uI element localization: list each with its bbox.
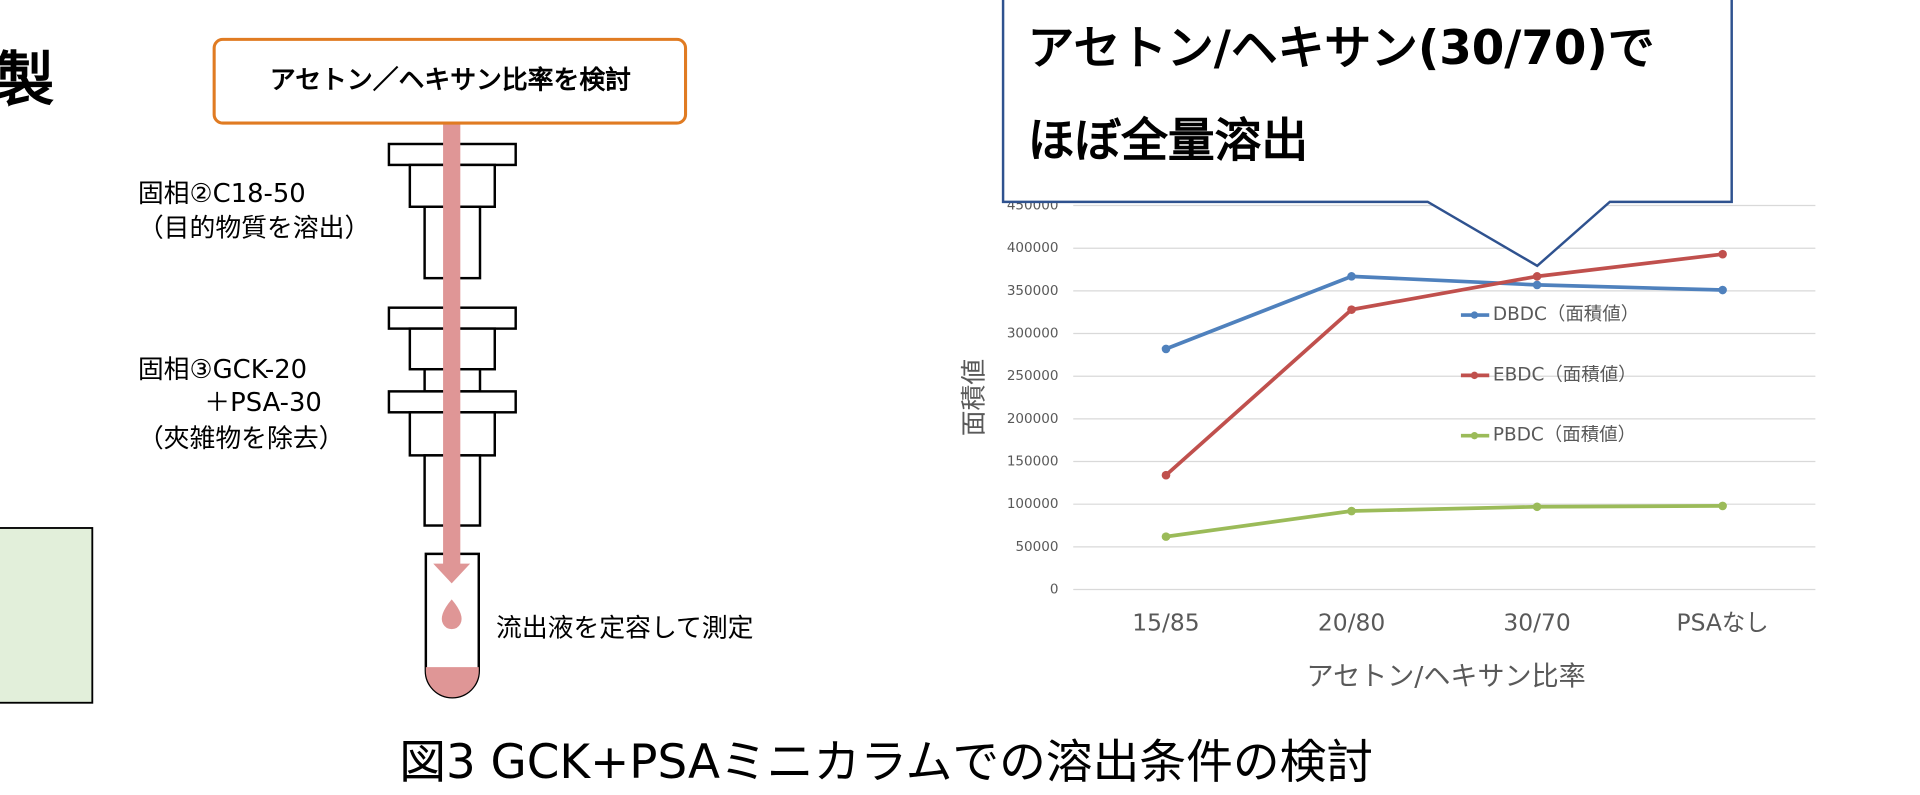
column-label: ＋PSA-30 [204,388,322,418]
green-box [0,527,94,704]
data-point [1347,506,1356,516]
y-tick-label: 300000 [1007,326,1059,342]
data-point [1161,532,1171,541]
x-tick-label: 20/80 [1318,608,1385,636]
flow-arrow [433,123,471,584]
y-tick-label: 150000 [1007,454,1059,470]
series-line [1164,252,1723,477]
y-tick-label: 350000 [1007,283,1059,299]
data-point [1718,249,1727,259]
data-point [1161,470,1171,480]
data-point [1532,502,1542,512]
caption: 図3 GCK+PSAミニカラムでの溶出条件の検討 [399,736,1373,790]
column-note: （夾雑物を除去） [138,424,345,454]
legend-label: DBDC（面積値） [1493,304,1639,325]
column-label: 固相③GCK-20 [138,355,307,385]
step-box [212,37,688,125]
step-box-label: アセトン／ヘキサン比率を検討 [270,65,631,96]
x-tick-label: PSAなし [1677,608,1769,636]
legend-swatch [1470,431,1479,440]
y-tick-label: 400000 [1007,240,1059,256]
y-tick-label: 250000 [1007,368,1059,384]
callout-text: アセトン/ヘキサン(30/70)で [1028,22,1655,76]
x-tick-label: 30/70 [1503,608,1570,636]
x-axis-label: アセトン/ヘキサン比率 [1307,662,1586,693]
legend-label: PBDC（面積値） [1493,425,1636,446]
data-point [1532,272,1542,281]
eluate [425,667,479,698]
legend-label: EBDC（面積値） [1493,364,1637,385]
y-tick-label: 50000 [1015,539,1058,555]
y-axis-label: 面積値 [959,359,989,436]
legend-swatch [1470,371,1479,380]
callout-text: ほぼ全量溶出 [1028,114,1309,168]
data-point [1532,280,1542,290]
series-line [1165,504,1723,539]
chart: 0 50000 100000 150000 200000 250000 300000 3500… [959,198,1816,693]
series-line [1165,274,1723,351]
callout [1001,0,1733,268]
column-label: 固相②C18-50 [138,179,306,209]
data-point [1347,305,1356,314]
data-point [1718,501,1727,511]
data-point [1161,344,1171,354]
droplet [441,599,462,630]
column-note: （目的物質を溶出） [138,213,370,243]
y-tick-label: 100000 [1007,496,1059,512]
y-tick-label: 0 [1050,582,1059,598]
eluate-note: 流出液を定容して測定 [496,613,754,643]
legend-swatch [1470,311,1479,319]
heading: 製 [0,45,54,114]
data-point [1718,285,1727,295]
y-tick-label: 200000 [1007,411,1059,427]
data-point [1347,272,1356,281]
diagram-labels: 固相②C18-50 （目的物質を溶出） 固相③GCK-20 ＋PSA-30 （夾… [138,179,754,643]
x-tick-label: 15/85 [1132,608,1199,636]
